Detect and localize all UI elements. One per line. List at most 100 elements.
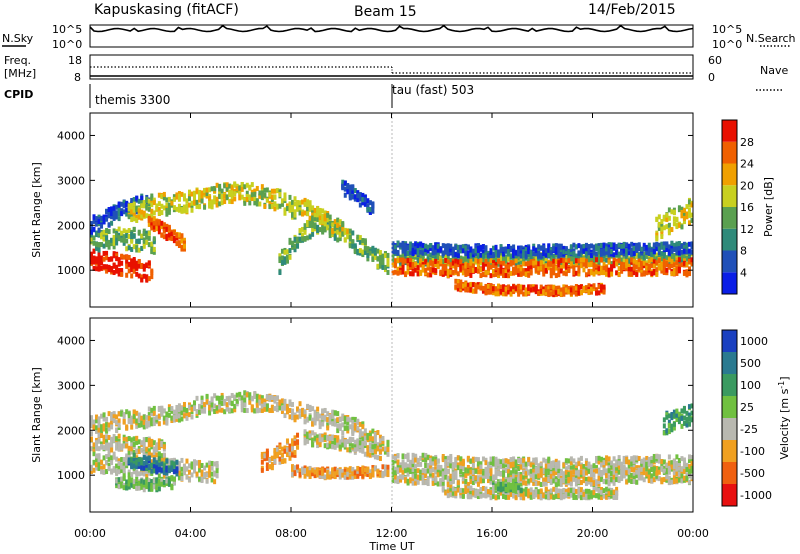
velocity-cell: [273, 398, 277, 404]
velocity-cell: [167, 467, 171, 473]
power-cell: [328, 221, 332, 227]
power-cell: [90, 254, 93, 260]
power-cell: [102, 236, 106, 242]
power-cell: [137, 258, 141, 264]
velocity-cell: [346, 467, 350, 473]
velocity-cell: [182, 406, 186, 412]
power-cell: [137, 214, 141, 220]
velocity-cell: [316, 416, 320, 422]
power-cell: [494, 271, 498, 277]
velocity-cell: [333, 466, 337, 472]
power-cell: [682, 219, 686, 225]
velocity-cell: [100, 443, 104, 449]
power-cell: [479, 246, 483, 252]
power-cell: [306, 222, 310, 228]
power-cell: [602, 262, 606, 268]
velocity-cell: [135, 469, 139, 475]
power-cell: [373, 247, 377, 253]
power-cell: [600, 287, 604, 293]
power-cell: [150, 222, 154, 228]
velocity-cell: [273, 454, 277, 460]
velocity-cell: [132, 436, 136, 442]
power-cell: [125, 246, 129, 252]
power-cell: [135, 207, 139, 213]
velocity-cell: [291, 469, 294, 475]
power-cell: [544, 287, 548, 293]
power-cell: [313, 216, 317, 222]
power-cell: [253, 196, 257, 202]
velocity-cell: [145, 421, 149, 427]
power-cell: [647, 250, 651, 256]
power-cell: [167, 232, 171, 238]
velocity-cell: [386, 440, 390, 446]
power-cell: [137, 238, 141, 244]
power-cell: [358, 192, 362, 198]
velocity-cell: [306, 435, 310, 441]
power-cell: [228, 192, 232, 198]
power-cell: [386, 257, 390, 263]
velocity-cell: [288, 443, 292, 449]
velocity-cell: [378, 438, 382, 444]
power-cell: [110, 267, 114, 273]
power-cell: [549, 255, 553, 261]
velocity-cell: [343, 419, 347, 425]
power-cell: [147, 221, 151, 227]
power-cell: [404, 251, 408, 257]
velocity-cell: [165, 420, 169, 426]
power-cell: [527, 272, 531, 278]
power-cell: [273, 201, 277, 207]
velocity-cell: [368, 442, 372, 448]
power-cell: [366, 253, 370, 259]
velocity-cell: [157, 413, 161, 419]
velocity-cell: [155, 452, 159, 458]
power-cell: [627, 250, 631, 256]
power-cell: [602, 248, 606, 254]
velocity-cell: [358, 435, 362, 441]
power-cell: [597, 290, 601, 296]
power-cell: [486, 289, 490, 295]
velocity-cell: [444, 461, 448, 467]
velocity-cell: [383, 449, 387, 455]
power-cell: [240, 194, 244, 200]
velocity-cell: [203, 472, 207, 478]
power-cell: [130, 198, 134, 204]
power-cell: [677, 207, 681, 213]
power-cell: [291, 207, 294, 213]
power-cell: [162, 195, 166, 201]
power-cell: [97, 219, 101, 225]
power-cell: [660, 241, 664, 247]
power-cell: [165, 197, 169, 203]
power-cell: [127, 233, 131, 239]
power-cell: [592, 262, 596, 268]
velocity-cell: [92, 419, 96, 425]
power-cell: [529, 253, 533, 259]
power-cell: [434, 254, 438, 260]
velocity-cell: [230, 408, 234, 414]
velocity-cell: [152, 419, 156, 425]
power-cell: [682, 258, 686, 264]
velocity-cell: [208, 410, 212, 416]
velocity-cell: [203, 402, 207, 408]
power-cell: [690, 257, 694, 263]
power-cell: [502, 286, 506, 292]
velocity-cell: [273, 396, 277, 402]
velocity-cell: [311, 467, 315, 473]
power-cell: [672, 262, 676, 268]
power-cell: [451, 250, 455, 256]
power-cell: [665, 243, 669, 249]
velocity-cell: [160, 456, 164, 462]
power-cell: [632, 242, 636, 248]
velocity-cell: [137, 461, 141, 467]
velocity-cell: [115, 463, 119, 469]
velocity-cell: [306, 438, 310, 444]
power-cell: [665, 270, 669, 276]
power-cell: [557, 262, 561, 268]
power-cell: [95, 232, 99, 238]
velocity-cell: [311, 417, 315, 423]
power-cell: [434, 246, 438, 252]
velocity-cell: [265, 462, 269, 468]
velocity-cell: [160, 461, 164, 467]
velocity-cell: [220, 407, 224, 413]
power-cell: [371, 203, 375, 209]
power-cell: [635, 271, 639, 277]
